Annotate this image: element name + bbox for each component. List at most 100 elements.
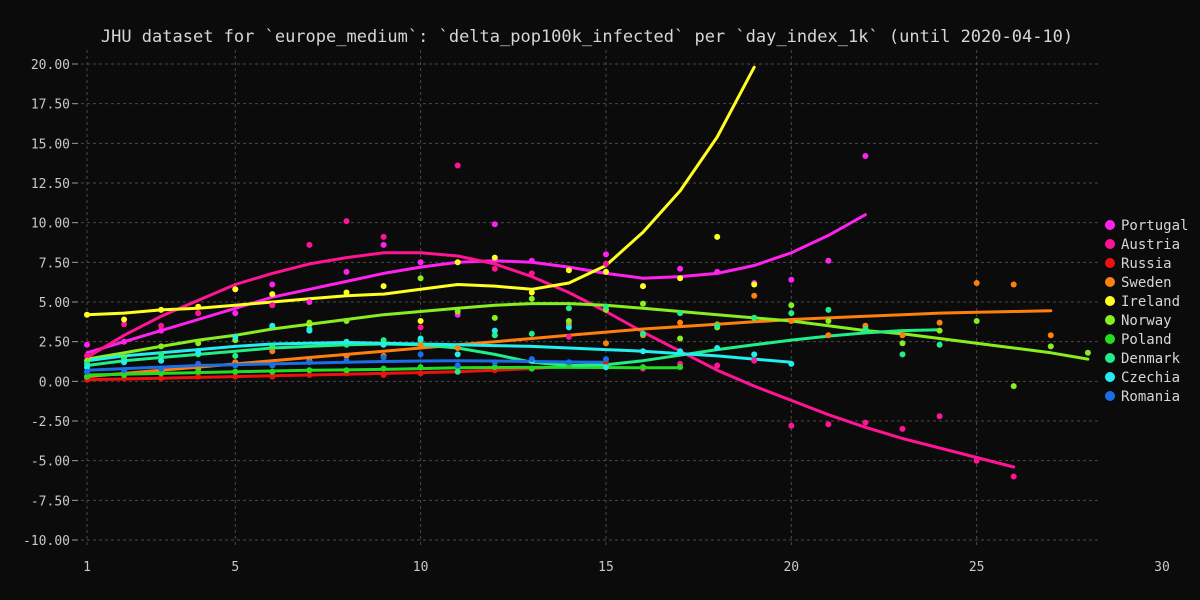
data-point-sweden bbox=[825, 332, 832, 339]
legend-label: Sweden bbox=[1121, 275, 1172, 291]
legend-item-denmark[interactable]: Denmark bbox=[1105, 351, 1181, 367]
data-point-romania bbox=[491, 359, 498, 366]
data-point-czechia bbox=[232, 333, 239, 340]
data-point-norway bbox=[195, 340, 202, 347]
data-point-russia bbox=[158, 375, 165, 382]
data-point-denmark bbox=[565, 305, 572, 312]
data-point-ireland bbox=[714, 233, 721, 240]
data-point-ireland bbox=[417, 318, 424, 324]
data-point-norway bbox=[677, 335, 684, 342]
legend-item-poland[interactable]: Poland bbox=[1105, 332, 1172, 348]
data-point-austria bbox=[84, 352, 90, 359]
data-point-czechia bbox=[306, 327, 313, 334]
data-point-ireland bbox=[232, 286, 239, 293]
data-point-denmark bbox=[936, 341, 943, 348]
legend-marker bbox=[1105, 239, 1115, 249]
data-point-portugal bbox=[788, 276, 795, 283]
data-point-austria bbox=[751, 357, 758, 364]
data-point-norway bbox=[1084, 349, 1091, 356]
y-tick-label: 0.00 bbox=[39, 375, 70, 390]
legend-item-norway[interactable]: Norway bbox=[1105, 313, 1172, 329]
data-point-ireland bbox=[380, 283, 387, 290]
data-point-romania bbox=[195, 360, 202, 367]
data-point-denmark bbox=[825, 306, 832, 313]
x-tick-label: 30 bbox=[1154, 560, 1170, 575]
data-point-ireland bbox=[343, 289, 350, 296]
data-point-denmark bbox=[714, 322, 721, 329]
data-point-denmark bbox=[491, 332, 498, 339]
data-point-russia bbox=[306, 372, 313, 378]
data-point-romania bbox=[528, 356, 535, 363]
data-point-poland bbox=[232, 368, 239, 375]
data-point-denmark bbox=[603, 303, 609, 310]
y-tick-label: 2.50 bbox=[39, 336, 70, 351]
y-tick-label: 10.00 bbox=[31, 217, 70, 232]
data-point-czechia bbox=[491, 327, 498, 334]
data-point-sweden bbox=[788, 318, 795, 324]
data-point-austria bbox=[825, 421, 832, 428]
data-point-russia bbox=[269, 373, 276, 380]
legend-label: Romania bbox=[1121, 389, 1180, 405]
data-point-portugal bbox=[306, 299, 313, 305]
data-point-poland bbox=[121, 372, 128, 378]
data-point-poland bbox=[528, 365, 535, 372]
data-point-portugal bbox=[343, 268, 350, 275]
data-point-poland bbox=[306, 367, 313, 374]
plot-area bbox=[84, 65, 1091, 480]
y-tick-label: -10.00 bbox=[23, 534, 70, 549]
trend-line-denmark bbox=[85, 328, 942, 367]
data-point-poland bbox=[380, 365, 387, 372]
data-point-norway bbox=[158, 343, 165, 350]
data-point-norway bbox=[936, 327, 943, 334]
y-tick-label: -7.50 bbox=[31, 494, 70, 509]
legend-item-romania[interactable]: Romania bbox=[1105, 389, 1180, 405]
legend-item-czechia[interactable]: Czechia bbox=[1105, 370, 1180, 386]
y-tick-label: -2.50 bbox=[31, 415, 70, 430]
legend-marker bbox=[1105, 334, 1115, 344]
legend-label: Denmark bbox=[1121, 351, 1181, 367]
data-point-sweden bbox=[1010, 281, 1017, 288]
legend-label: Russia bbox=[1121, 256, 1172, 272]
data-point-czechia bbox=[195, 349, 202, 356]
data-point-sweden bbox=[417, 341, 424, 348]
data-point-denmark bbox=[788, 310, 795, 317]
data-point-sweden bbox=[936, 319, 943, 326]
legend-item-sweden[interactable]: Sweden bbox=[1105, 275, 1172, 291]
y-tick-label: 12.50 bbox=[31, 177, 70, 192]
data-point-denmark bbox=[158, 351, 165, 358]
legend-marker bbox=[1105, 353, 1115, 363]
data-point-austria bbox=[936, 413, 943, 420]
data-point-portugal bbox=[417, 259, 424, 266]
data-point-austria bbox=[788, 422, 795, 429]
data-point-romania bbox=[565, 359, 572, 366]
data-point-sweden bbox=[973, 280, 980, 286]
data-point-norway bbox=[640, 300, 646, 307]
legend-item-ireland[interactable]: Ireland bbox=[1105, 294, 1180, 310]
legend-label: Ireland bbox=[1121, 294, 1180, 310]
data-point-portugal bbox=[380, 241, 387, 248]
data-point-romania bbox=[417, 351, 424, 358]
legend-label: Austria bbox=[1121, 237, 1180, 253]
data-point-norway bbox=[825, 318, 832, 324]
data-point-portugal bbox=[158, 327, 165, 334]
legend-item-portugal[interactable]: Portugal bbox=[1105, 218, 1188, 234]
data-point-poland bbox=[640, 364, 646, 371]
legend-marker bbox=[1105, 391, 1115, 401]
data-point-ireland bbox=[751, 281, 758, 288]
data-point-sweden bbox=[899, 332, 906, 339]
data-point-czechia bbox=[158, 357, 165, 364]
legend-marker bbox=[1105, 372, 1115, 382]
data-point-austria bbox=[491, 265, 498, 272]
data-point-norway bbox=[528, 295, 535, 302]
data-point-ireland bbox=[491, 254, 498, 261]
legend-item-russia[interactable]: Russia bbox=[1105, 256, 1172, 272]
legend-item-austria[interactable]: Austria bbox=[1105, 237, 1180, 253]
y-tick-label: 17.50 bbox=[31, 98, 70, 113]
data-point-austria bbox=[195, 310, 202, 317]
data-point-norway bbox=[973, 318, 980, 324]
data-point-russia bbox=[195, 373, 202, 380]
data-point-czechia bbox=[121, 359, 128, 366]
data-point-ireland bbox=[454, 259, 461, 266]
data-point-sweden bbox=[751, 292, 758, 299]
legend-label: Norway bbox=[1121, 313, 1172, 329]
